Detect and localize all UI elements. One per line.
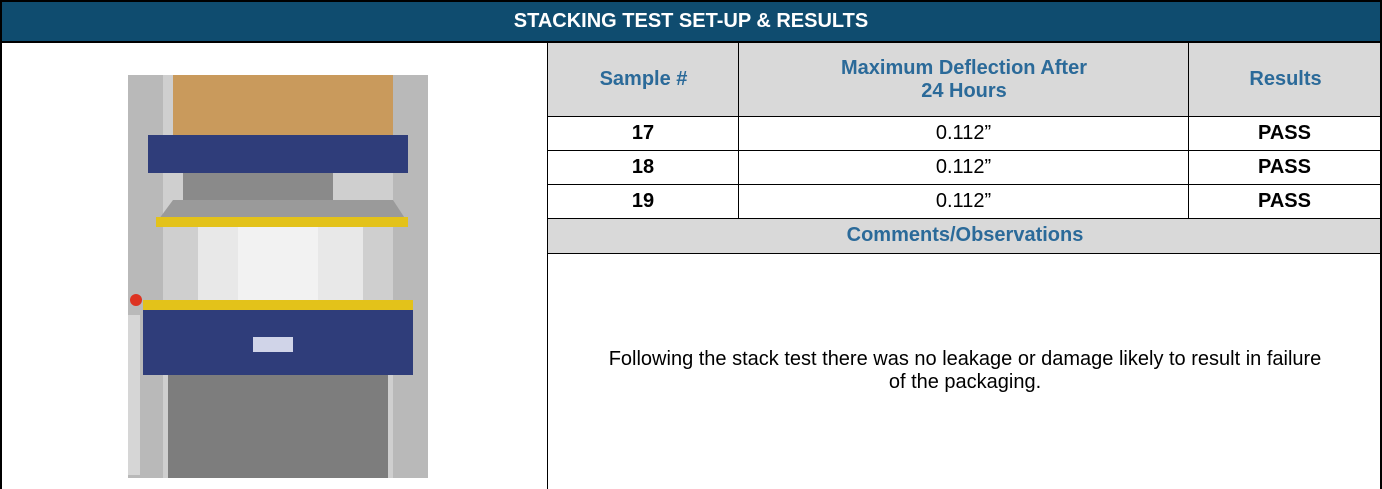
table-cell: 0.112” xyxy=(935,156,992,178)
table-cell: 0.112” xyxy=(935,122,992,144)
header-title: STACKING TEST SET-UP & RESULTS xyxy=(0,0,1382,43)
table-cell: 18 xyxy=(631,156,655,178)
table-cell: PASS xyxy=(1258,122,1311,144)
comments-title: Comments/Observations xyxy=(548,218,1382,253)
border xyxy=(547,184,1382,185)
column-header: Sample # xyxy=(548,43,739,116)
border xyxy=(738,43,739,218)
table-cell: 17 xyxy=(631,122,655,144)
comments-text: Following the stack test there was no le… xyxy=(608,348,1322,393)
border xyxy=(1380,43,1382,489)
border xyxy=(547,150,1382,151)
border xyxy=(547,43,548,489)
border xyxy=(547,218,1382,219)
border xyxy=(547,253,1382,254)
table-cell: PASS xyxy=(1258,156,1311,178)
table-cell: PASS xyxy=(1258,190,1311,212)
table-cell: 19 xyxy=(631,190,655,212)
column-header: Results xyxy=(1189,43,1382,116)
border xyxy=(547,116,1382,117)
border xyxy=(0,43,2,489)
column-header: Maximum Deflection After 24 Hours xyxy=(739,43,1189,116)
photo xyxy=(128,75,428,478)
border xyxy=(1188,43,1189,218)
table-cell: 0.112” xyxy=(935,190,992,212)
